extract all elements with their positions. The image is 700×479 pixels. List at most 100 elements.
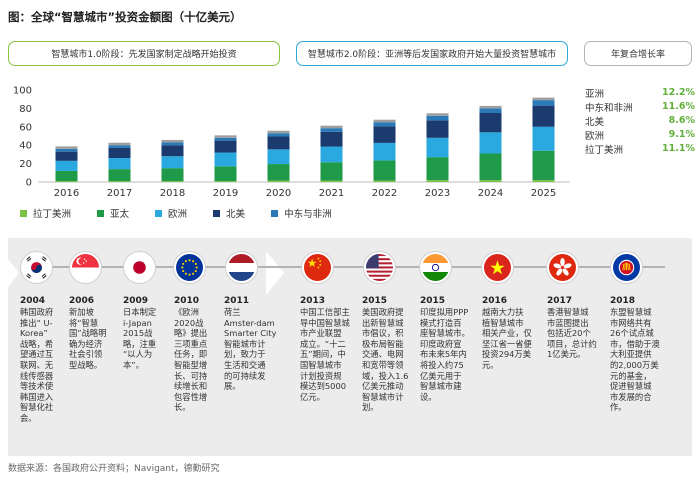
y-tick-label: 40 [19, 141, 32, 152]
bar-segment [267, 149, 290, 165]
hongkong-flag-icon [547, 252, 578, 283]
event-desc: 新加坡 将“智慧 国”战略明 确为经济 社会引领 型战略。 [69, 307, 107, 370]
bar-segment [320, 146, 343, 163]
legend-item-asia: 亚太 [97, 206, 129, 220]
event-year: 2010 [174, 296, 200, 306]
bar-segment [426, 115, 449, 121]
bar-segment [214, 152, 237, 167]
timeline-event-2015-india: 2015 印度拟用PPP 模式打造百 座智慧城市。 印度政府宣 布未来5年内 将… [420, 296, 482, 402]
south-korea-flag-icon [21, 252, 52, 283]
cagr-value: 11.6% [662, 101, 695, 112]
bar-segment [214, 181, 237, 182]
event-desc: 《欧洲 2020战 略》提出 三项重点 任务，即 智能型增 长、可持 续增长和 … [174, 307, 208, 413]
bar-cap [214, 135, 237, 138]
bar-cap [55, 146, 78, 149]
cagr-row-na: 北美 8.6% [585, 114, 695, 128]
event-desc: 东盟智慧城 市网络共有 26个试点城 市，借助于澳 大利亚提供 的2,000万美… [610, 307, 660, 413]
timeline-arrow [8, 259, 19, 287]
x-tick-label: 2024 [478, 188, 503, 199]
cagr-row-europe: 欧洲 9.1% [585, 128, 695, 142]
bar-segment [532, 126, 555, 151]
bar-segment [108, 147, 131, 159]
cagr-row-mea: 中东和非洲 11.6% [585, 100, 695, 114]
legend-swatch [97, 209, 105, 217]
bar-segment [161, 156, 184, 169]
timeline-event-2010: 2010 《欧洲 2020战 略》提出 三项重点 任务，即 智能型增 长、可持 … [174, 296, 226, 413]
bar-segment [161, 142, 184, 146]
bar-segment [426, 180, 449, 182]
bar-segment [320, 128, 343, 132]
bar-segment [532, 150, 555, 181]
legend-swatch [271, 209, 279, 217]
event-desc: 越南大力扶 植智慧城市 相关产业，仅 坚江省一省便 投资294万美 元。 [482, 307, 532, 370]
bar-segment [532, 100, 555, 106]
bar-cap [426, 113, 449, 116]
bar-cap [373, 119, 396, 123]
bar-segment [161, 181, 184, 182]
x-tick-label: 2017 [107, 188, 132, 199]
chart-legend: 拉丁美洲 亚太 欧洲 北美 中东与非洲 [20, 206, 358, 220]
legend-item-latam: 拉丁美洲 [20, 206, 71, 220]
bar-cap [108, 142, 131, 146]
legend-item-mea: 中东与非洲 [271, 206, 332, 220]
bar-segment [320, 131, 343, 147]
legend-item-na: 北美 [213, 206, 245, 220]
timeline-panel [8, 238, 692, 456]
event-year: 2013 [300, 296, 326, 306]
bar-segment [532, 105, 555, 127]
timeline-arrow [266, 251, 284, 295]
phase1-label: 智慧城市1.0阶段：先发国家制定战略开始投资 [8, 41, 280, 66]
y-tick-label: 20 [19, 159, 32, 170]
event-desc: 印度拟用PPP 模式打造百 座智慧城市。 印度政府宣 布未来5年内 将投入约75… [420, 307, 470, 402]
timeline-event-2009: 2009 日本制定 i-Japan 2015战 略，注重 “以人为 本”。 [123, 296, 175, 371]
event-year: 2009 [123, 296, 149, 306]
event-desc: 香港智慧城 市蓝图提出 包括近20个 项目，总计约 1亿美元。 [547, 307, 597, 360]
event-year: 2015 [420, 296, 446, 306]
cagr-row-latam: 拉丁美洲 11.1% [585, 142, 695, 156]
x-tick-label: 2021 [319, 188, 344, 199]
stacked-bar-chart: 0 20 40 60 80 100 2016 2017 2018 2019 2020 2021 2022… [13, 86, 570, 199]
netherlands-flag-icon [226, 252, 257, 283]
cagr-region: 中东和非洲 [585, 102, 633, 114]
cagr-region: 欧洲 [585, 130, 605, 142]
bar-segment [532, 180, 555, 182]
event-year: 2016 [482, 296, 508, 306]
cagr-region: 北美 [585, 116, 605, 128]
y-tick-label: 80 [19, 104, 32, 115]
bar-segment [373, 126, 396, 143]
timeline-event-2004: 2004 韩国政府 推出“ U- Korea” 战略，希 望通过互 联网、无 线… [20, 296, 72, 424]
bar-cap [479, 105, 502, 109]
event-year: 2017 [547, 296, 573, 306]
legend-label: 欧洲 [168, 209, 188, 220]
x-tick-label: 2016 [54, 188, 79, 199]
japan-flag-icon [124, 252, 155, 283]
bar-cap [320, 125, 343, 129]
bar-segment [479, 180, 502, 182]
x-tick-label: 2020 [266, 188, 291, 199]
bar-segment [55, 181, 78, 182]
bar-segment [320, 180, 343, 182]
bar-segment [479, 108, 502, 113]
cagr-value: 9.1% [668, 129, 695, 140]
bar-segment [267, 133, 290, 137]
timeline-event-2013: 2013 中国工信部主 导中国智慧城 市产业联盟 成立。“十二 五”期间，中 国… [300, 296, 362, 402]
bar-segment [161, 168, 184, 182]
bar-segment [373, 160, 396, 181]
bar-segment [267, 164, 290, 181]
timeline-event-2011: 2011 荷兰 Amster-dam Smarter City 智能城市计 划，… [224, 296, 286, 392]
bar-cap [532, 97, 555, 101]
bar-segment [108, 169, 131, 182]
bar-segment [267, 136, 290, 150]
page-title: 图：全球“智慧城市”投资金额图（十亿美元） [8, 10, 242, 24]
singapore-flag-icon [70, 252, 101, 283]
x-tick-label: 2025 [531, 188, 556, 199]
event-desc: 中国工信部主 导中国智慧城 市产业联盟 成立。“十二 五”期间，中 国智慧城市 … [300, 307, 350, 402]
bar-segment [479, 113, 502, 133]
event-year: 2011 [224, 296, 250, 306]
legend-label: 亚太 [110, 209, 130, 220]
x-tick-label: 2018 [160, 188, 185, 199]
event-desc: 荷兰 Amster-dam Smarter City 智能城市计 划，致力于 生… [224, 307, 277, 392]
bar-segment [479, 132, 502, 154]
bar-cap [267, 130, 290, 134]
legend-swatch [155, 209, 163, 217]
